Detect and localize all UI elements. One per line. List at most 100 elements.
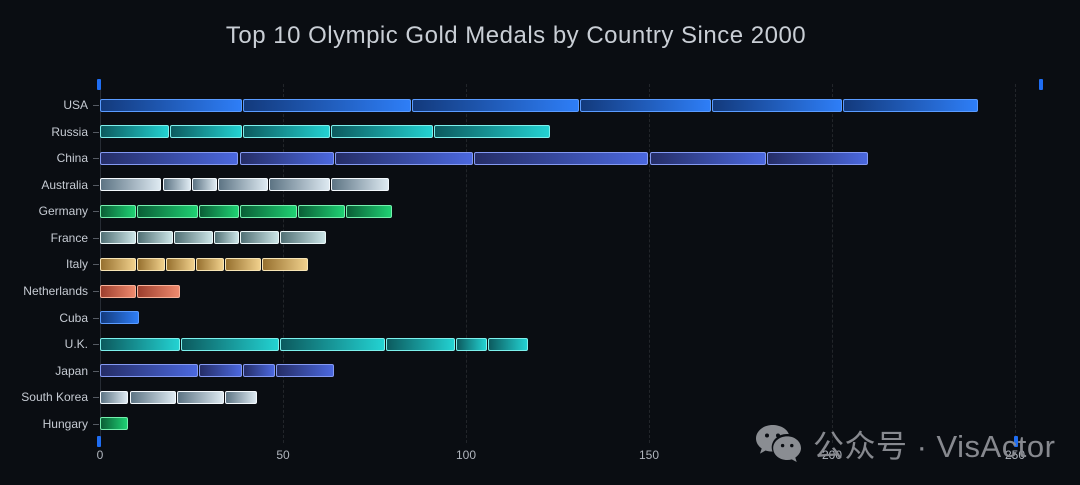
bar-segment-south-korea[interactable]	[100, 390, 129, 404]
bar-segment-china[interactable]	[766, 151, 869, 165]
y-axis-label: Cuba	[59, 310, 88, 325]
y-axis-tick	[93, 237, 99, 239]
y-axis-label: Netherlands	[23, 284, 88, 299]
bar-segment-japan[interactable]	[243, 364, 276, 378]
bar-segment-south-korea[interactable]	[224, 390, 257, 404]
bar-segment-australia[interactable]	[100, 178, 162, 192]
y-axis-tick	[93, 184, 99, 186]
bar-segment-china[interactable]	[239, 151, 334, 165]
bar-segment-italy[interactable]	[224, 257, 261, 271]
scrollbar-handle[interactable]	[97, 79, 101, 90]
y-axis-tick	[93, 344, 99, 346]
scrollbar-handle[interactable]	[1014, 436, 1018, 447]
bar-segment-france[interactable]	[173, 231, 213, 245]
bar-segment-netherlands[interactable]	[100, 284, 136, 298]
bar-segment-germany[interactable]	[239, 204, 298, 218]
bar-segment-u-k[interactable]	[279, 337, 385, 351]
bar-segment-russia[interactable]	[100, 125, 169, 139]
bar-segment-australia[interactable]	[162, 178, 191, 192]
bar-segment-japan[interactable]	[199, 364, 243, 378]
bar-segment-usa[interactable]	[243, 98, 411, 112]
bar-segment-russia[interactable]	[433, 125, 550, 139]
bar-segment-australia[interactable]	[192, 178, 217, 192]
bar-segment-italy[interactable]	[261, 257, 309, 271]
y-axis-label: France	[50, 230, 88, 245]
y-axis-label: USA	[63, 98, 88, 112]
bar-segment-netherlands[interactable]	[137, 284, 180, 298]
bar-segment-france[interactable]	[100, 231, 136, 245]
x-axis-label: 100	[455, 448, 477, 462]
bar-segment-usa[interactable]	[711, 98, 843, 112]
bar-segment-australia[interactable]	[268, 178, 331, 192]
bar-segment-usa[interactable]	[100, 98, 242, 112]
y-axis-tick	[93, 317, 99, 319]
bar-segment-italy[interactable]	[195, 257, 224, 271]
bar-segment-usa[interactable]	[579, 98, 711, 112]
bar-segment-germany[interactable]	[100, 204, 136, 218]
bar-segment-china[interactable]	[100, 151, 239, 165]
bar-segment-france[interactable]	[213, 231, 239, 245]
bar-segment-russia[interactable]	[170, 125, 243, 139]
bar-segment-u-k[interactable]	[455, 337, 488, 351]
y-axis-tick	[93, 158, 99, 160]
bar-segment-russia[interactable]	[243, 125, 331, 139]
bar-segment-france[interactable]	[137, 231, 173, 245]
gridline	[1015, 84, 1016, 443]
gridline	[649, 84, 650, 443]
watermark-text: 公众号 · VisActor	[813, 428, 1056, 464]
bar-segment-cuba[interactable]	[100, 311, 140, 325]
watermark: 公众号 · VisActor	[756, 422, 1055, 464]
bar-segment-germany[interactable]	[345, 204, 393, 218]
y-axis-tick	[93, 264, 99, 266]
bar-segment-u-k[interactable]	[181, 337, 279, 351]
scrollbar-handle[interactable]	[1039, 79, 1043, 90]
gridline	[466, 84, 467, 443]
wechat-icon	[756, 425, 801, 462]
y-axis-tick	[93, 397, 99, 399]
bar-segment-france[interactable]	[279, 231, 327, 245]
bar-segment-russia[interactable]	[331, 125, 433, 139]
y-axis-tick	[93, 423, 99, 425]
y-axis-label: Russia	[51, 124, 88, 139]
bar-segment-u-k[interactable]	[488, 337, 528, 351]
y-axis-tick	[93, 131, 99, 133]
y-axis-tick	[93, 105, 99, 106]
bar-segment-italy[interactable]	[100, 257, 136, 271]
y-axis-label: Australia	[41, 177, 88, 192]
bar-segment-usa[interactable]	[843, 98, 978, 112]
bar-segment-germany[interactable]	[137, 204, 199, 218]
bar-segment-china[interactable]	[473, 151, 649, 165]
y-axis-label: China	[56, 151, 88, 166]
x-axis-label: 50	[276, 448, 290, 462]
bar-segment-south-korea[interactable]	[177, 390, 224, 404]
y-axis-label: Hungary	[42, 416, 88, 431]
bar-segment-u-k[interactable]	[100, 337, 180, 351]
y-axis-label: Italy	[65, 257, 88, 272]
gridline	[832, 84, 833, 443]
bar-segment-u-k[interactable]	[385, 337, 455, 351]
bar-segment-france[interactable]	[239, 231, 279, 245]
bar-segment-germany[interactable]	[199, 204, 239, 218]
x-axis-label: 150	[638, 448, 660, 462]
bar-segment-hungary[interactable]	[100, 417, 129, 431]
bar-segment-australia[interactable]	[331, 178, 389, 192]
bar-segment-japan[interactable]	[276, 364, 334, 378]
y-axis-tick	[93, 291, 99, 293]
bar-segment-italy[interactable]	[137, 257, 166, 271]
x-axis-label: 200	[821, 448, 843, 462]
y-axis-label: U.K.	[64, 337, 88, 352]
bar-segment-italy[interactable]	[166, 257, 195, 271]
bar-segment-china[interactable]	[334, 151, 473, 165]
bar-segment-south-korea[interactable]	[129, 390, 177, 404]
y-axis-tick	[93, 211, 99, 213]
bar-segment-usa[interactable]	[411, 98, 579, 112]
bar-segment-china[interactable]	[649, 151, 766, 165]
y-axis-label: Germany	[38, 204, 88, 219]
y-axis-label: Japan	[55, 363, 88, 378]
bar-segment-japan[interactable]	[100, 364, 198, 378]
bar-segment-germany[interactable]	[298, 204, 345, 218]
bar-segment-australia[interactable]	[217, 178, 268, 192]
scrollbar-handle[interactable]	[97, 436, 101, 447]
y-axis-tick	[93, 370, 99, 372]
